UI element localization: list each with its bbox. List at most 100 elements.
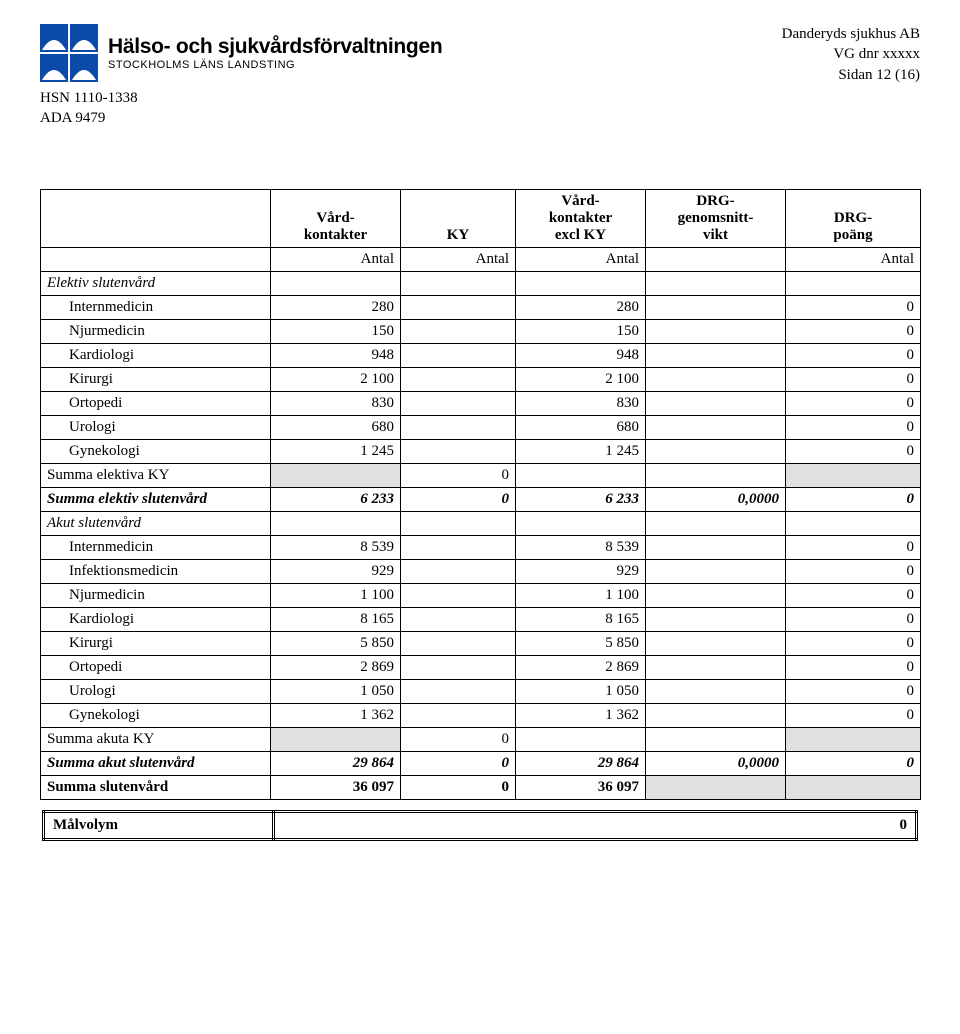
table-row: Ortopedi8308300	[41, 391, 921, 415]
table-cell: 6 233	[516, 487, 646, 511]
table-cell	[646, 655, 786, 679]
header-left: Hälso- och sjukvårdsförvaltningen STOCKH…	[40, 24, 442, 129]
column-header	[41, 189, 271, 247]
document-codes: HSN 1110-1338 ADA 9479	[40, 88, 442, 129]
table-cell: 0	[786, 535, 921, 559]
table-cell: Njurmedicin	[41, 583, 271, 607]
table-row: Njurmedicin1 1001 1000	[41, 583, 921, 607]
table-cell: Antal	[401, 247, 516, 271]
table-cell	[786, 727, 921, 751]
table-cell: 0	[401, 487, 516, 511]
table-cell: Kardiologi	[41, 607, 271, 631]
table-cell: 0	[786, 487, 921, 511]
table-cell: 0	[786, 679, 921, 703]
table-cell: 0	[401, 463, 516, 487]
table-cell: 1 050	[516, 679, 646, 703]
table-cell: 8 165	[271, 607, 401, 631]
table-cell: 0	[786, 703, 921, 727]
vg-dnr: VG dnr xxxxx	[782, 44, 920, 64]
table-cell	[401, 367, 516, 391]
table-cell: Antal	[516, 247, 646, 271]
table-cell	[401, 439, 516, 463]
malvolym-row: Målvolym 0	[44, 811, 917, 839]
table-cell: 830	[271, 391, 401, 415]
table-cell	[401, 607, 516, 631]
table-cell: 29 864	[271, 751, 401, 775]
table-cell: 0	[786, 439, 921, 463]
table-cell	[401, 415, 516, 439]
table-cell	[401, 295, 516, 319]
table-cell: 1 362	[271, 703, 401, 727]
table-cell	[646, 319, 786, 343]
table-cell	[401, 703, 516, 727]
table-cell: 2 100	[516, 367, 646, 391]
table-cell	[646, 511, 786, 535]
page-header: Hälso- och sjukvårdsförvaltningen STOCKH…	[40, 24, 920, 129]
table-cell	[401, 343, 516, 367]
table-cell: Kardiologi	[41, 343, 271, 367]
table-cell	[516, 463, 646, 487]
table-cell	[401, 655, 516, 679]
table-cell: 948	[271, 343, 401, 367]
column-header: Vård-kontakter	[271, 189, 401, 247]
table-row: Njurmedicin1501500	[41, 319, 921, 343]
ky-sum-row: Summa elektiva KY0	[41, 463, 921, 487]
table-cell: 0	[401, 775, 516, 799]
table-cell: Antal	[786, 247, 921, 271]
table-cell	[646, 295, 786, 319]
table-cell	[401, 271, 516, 295]
table-cell: 2 869	[271, 655, 401, 679]
section-title-row: Elektiv slutenvård	[41, 271, 921, 295]
table-cell	[646, 703, 786, 727]
hospital-name: Danderyds sjukhus AB	[782, 24, 920, 44]
table-row: Ortopedi2 8692 8690	[41, 655, 921, 679]
table-cell: Summa akut slutenvård	[41, 751, 271, 775]
table-cell: Njurmedicin	[41, 319, 271, 343]
table-row: Gynekologi1 3621 3620	[41, 703, 921, 727]
table-cell	[646, 775, 786, 799]
table-cell	[786, 511, 921, 535]
table-cell: Internmedicin	[41, 535, 271, 559]
table-cell: 0	[786, 583, 921, 607]
table-cell: 1 050	[271, 679, 401, 703]
section-title-row: Akut slutenvård	[41, 511, 921, 535]
table-cell: 0	[786, 367, 921, 391]
table-cell: 1 100	[516, 583, 646, 607]
table-cell: 0	[786, 415, 921, 439]
ky-sum-row: Summa akuta KY0	[41, 727, 921, 751]
table-cell	[786, 775, 921, 799]
table-cell: Gynekologi	[41, 439, 271, 463]
table-cell	[516, 271, 646, 295]
table-cell	[271, 727, 401, 751]
hsn-code: HSN 1110-1338	[40, 88, 442, 108]
malvolym-value: 0	[274, 811, 917, 839]
malvolym-table: Målvolym 0	[42, 810, 918, 841]
table-cell	[646, 343, 786, 367]
org-title: Hälso- och sjukvårdsförvaltningen	[108, 35, 442, 58]
table-cell: 29 864	[516, 751, 646, 775]
table-cell	[646, 607, 786, 631]
table-cell: Summa elektiv slutenvård	[41, 487, 271, 511]
table-cell: Urologi	[41, 415, 271, 439]
table-cell: Antal	[271, 247, 401, 271]
table-cell	[646, 367, 786, 391]
table-cell: 2 869	[516, 655, 646, 679]
table-cell: Urologi	[41, 679, 271, 703]
table-cell: Elektiv slutenvård	[41, 271, 271, 295]
table-cell	[646, 727, 786, 751]
table-cell: 0	[401, 751, 516, 775]
table-cell: 0	[786, 319, 921, 343]
table-cell: 0	[786, 343, 921, 367]
table-row: Kardiologi9489480	[41, 343, 921, 367]
table-cell: 0,0000	[646, 487, 786, 511]
table-row: Internmedicin8 5398 5390	[41, 535, 921, 559]
table-cell: 150	[271, 319, 401, 343]
table-row: Internmedicin2802800	[41, 295, 921, 319]
table-cell: 5 850	[516, 631, 646, 655]
table-row: Urologi1 0501 0500	[41, 679, 921, 703]
table-cell: 0	[786, 655, 921, 679]
data-table: Vård-kontakterKYVård-kontakterexcl KYDRG…	[40, 189, 921, 800]
column-header: DRG-poäng	[786, 189, 921, 247]
table-cell	[401, 535, 516, 559]
table-cell: 8 539	[516, 535, 646, 559]
